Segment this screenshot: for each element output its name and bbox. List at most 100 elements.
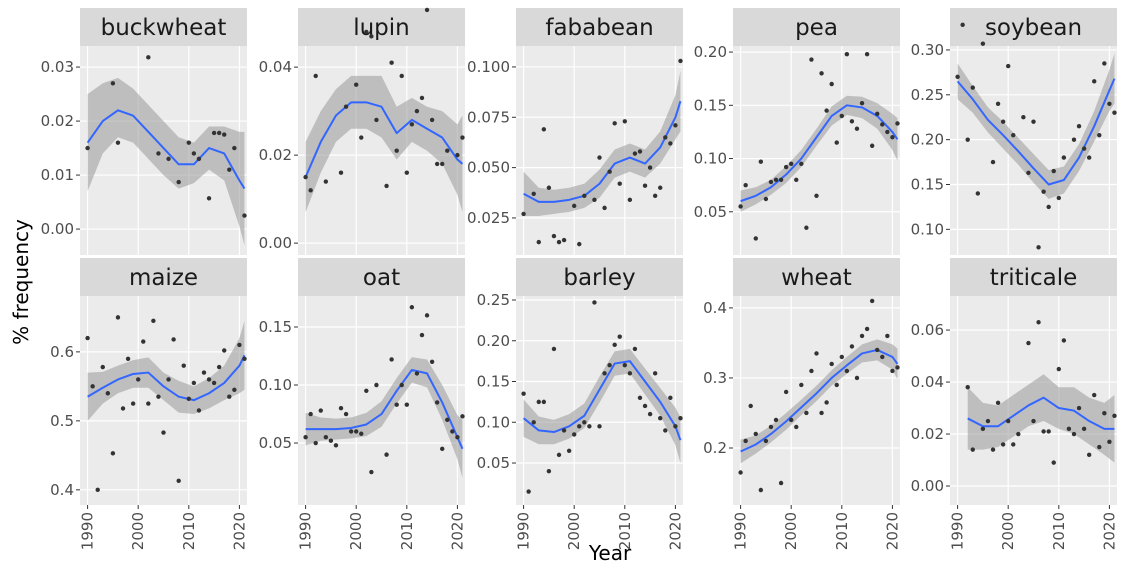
- y-tick-label: 0.025: [467, 209, 510, 227]
- data-point: [1086, 452, 1092, 458]
- data-point: [582, 420, 587, 425]
- data-point: [135, 377, 141, 382]
- data-point: [1046, 204, 1051, 210]
- confidence-band: [740, 339, 898, 464]
- x-tick-label: 2010: [616, 512, 634, 550]
- data-point: [536, 399, 541, 405]
- data-point: [1041, 189, 1046, 194]
- data-point: [783, 389, 789, 395]
- data-point: [115, 315, 121, 320]
- data-point: [859, 333, 865, 339]
- data-point: [206, 377, 212, 382]
- data-point: [637, 149, 643, 154]
- y-tick-label: 0.15: [259, 318, 292, 336]
- data-point: [658, 415, 663, 421]
- data-point: [161, 430, 166, 435]
- data-point: [125, 356, 131, 361]
- data-point: [419, 95, 425, 101]
- data-point: [678, 58, 683, 64]
- strip-label: pea: [795, 15, 838, 41]
- data-point: [890, 368, 895, 374]
- data-point: [788, 161, 794, 167]
- data-point: [804, 225, 809, 230]
- data-point: [849, 119, 855, 124]
- data-point: [242, 213, 247, 218]
- data-point: [864, 51, 870, 57]
- data-point: [622, 363, 628, 368]
- strip-label: wheat: [781, 265, 852, 291]
- data-point: [995, 101, 1001, 106]
- data-point: [90, 384, 95, 389]
- data-point: [1000, 119, 1006, 124]
- data-point: [176, 179, 181, 185]
- data-point: [151, 318, 156, 324]
- data-point: [364, 388, 369, 394]
- data-point: [333, 443, 339, 448]
- data-point: [839, 113, 845, 119]
- data-point: [222, 348, 227, 353]
- data-point: [227, 394, 232, 399]
- data-point: [895, 121, 900, 126]
- data-point: [990, 447, 996, 452]
- data-point: [369, 34, 374, 39]
- data-point: [783, 164, 789, 170]
- data-point: [318, 408, 323, 413]
- data-point: [394, 402, 399, 407]
- data-point: [343, 104, 349, 109]
- strip-label: buckwheat: [101, 15, 227, 41]
- data-point: [647, 411, 653, 417]
- data-point: [338, 406, 344, 411]
- y-tick-label: 0.3: [703, 369, 727, 387]
- data-point: [1076, 405, 1082, 411]
- strip-background: [80, 8, 247, 46]
- strip-background: [516, 258, 683, 296]
- data-point: [970, 85, 975, 90]
- x-tick-label: 2000: [999, 512, 1017, 550]
- y-tick-label: 0.03: [41, 58, 74, 76]
- data-point: [1076, 123, 1082, 129]
- y-tick-label: 0.10: [477, 413, 510, 431]
- y-tick-label: 0.15: [694, 96, 727, 114]
- data-point: [521, 391, 526, 396]
- strip-background: [516, 8, 683, 46]
- data-point: [303, 435, 308, 440]
- data-point: [166, 377, 171, 382]
- data-point: [1092, 392, 1097, 398]
- data-point: [1036, 320, 1041, 325]
- data-point: [1031, 119, 1036, 124]
- data-point: [960, 22, 965, 28]
- y-tick-label: 0.2: [703, 439, 727, 457]
- data-point: [663, 428, 668, 433]
- smooth-line: [956, 78, 1116, 186]
- data-point: [419, 332, 425, 338]
- y-tick-label: 0.4: [50, 481, 74, 499]
- y-tick-label: 0.00: [911, 477, 944, 495]
- data-point: [995, 400, 1001, 406]
- data-point: [110, 81, 116, 86]
- data-point: [348, 429, 354, 434]
- data-point: [738, 470, 743, 475]
- data-point: [353, 82, 359, 87]
- data-point: [965, 137, 970, 142]
- x-tick-label: 2010: [398, 512, 416, 550]
- data-point: [227, 167, 232, 172]
- data-point: [196, 156, 202, 162]
- strip-background: [950, 258, 1117, 296]
- data-point: [627, 371, 633, 376]
- strip-background: [733, 258, 900, 296]
- x-tick-label: 2020: [448, 512, 466, 550]
- data-point: [100, 364, 105, 370]
- smooth-line: [87, 354, 246, 402]
- data-point: [521, 211, 526, 217]
- data-point: [561, 237, 567, 243]
- data-point: [1036, 245, 1041, 250]
- data-point: [1051, 168, 1056, 174]
- data-point: [804, 410, 809, 416]
- data-point: [191, 151, 197, 156]
- x-tick-label: 2020: [230, 512, 248, 550]
- data-point: [571, 432, 577, 437]
- data-point: [814, 193, 819, 199]
- x-tick-label: 2010: [180, 512, 198, 550]
- data-point: [824, 400, 829, 405]
